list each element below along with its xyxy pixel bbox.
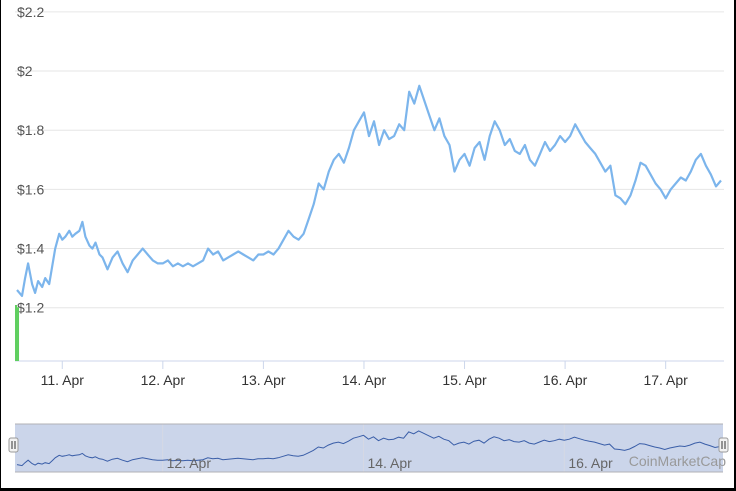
volume-bar <box>17 307 20 361</box>
x-tick-label: 13. Apr <box>241 372 286 388</box>
y-tick-label: $1.2 <box>17 300 44 316</box>
y-tick-label: $1.8 <box>17 122 44 138</box>
x-tick-label: 11. Apr <box>41 372 85 388</box>
navigator[interactable]: 12. Apr 14. Apr 16. Apr <box>8 423 729 473</box>
x-tick-label: 12. Apr <box>141 372 186 388</box>
x-tick-label: 16. Apr <box>543 372 588 388</box>
navigator-series-line <box>16 430 721 467</box>
navigator-tick-label: 12. Apr <box>167 455 212 471</box>
y-tick-label: $1.4 <box>17 241 44 257</box>
y-gridlines <box>15 11 724 309</box>
price-series-line <box>16 84 722 297</box>
y-tick-label: $1.6 <box>17 181 44 197</box>
navigator-gridlines <box>162 424 565 472</box>
navigator-selection-mask[interactable] <box>15 424 723 472</box>
x-tick-label: 17. Apr <box>643 372 688 388</box>
watermark: CoinMarketCap <box>629 453 726 469</box>
navigator-tick-label: 14. Apr <box>367 455 412 471</box>
x-tick-label: 15. Apr <box>442 372 487 388</box>
volume-bar <box>15 305 18 361</box>
x-axis-ticks: 11. Apr 12. Apr 13. Apr 14. Apr 15. Apr 16. A… <box>41 361 688 388</box>
x-tick-label: 14. Apr <box>342 372 387 388</box>
y-axis-ticks: $2.2 $2 $1.8 $1.6 $1.4 $1.2 <box>17 4 44 316</box>
navigator-right-handle[interactable] <box>718 437 729 453</box>
navigator-x-ticks: 12. Apr 14. Apr 16. Apr <box>167 455 613 471</box>
navigator-background <box>15 424 723 472</box>
navigator-left-handle[interactable] <box>8 437 19 453</box>
volume-bars <box>15 305 20 361</box>
navigator-tick-label: 16. Apr <box>568 455 613 471</box>
y-tick-label: $2 <box>17 63 33 79</box>
y-tick-label: $2.2 <box>17 4 44 20</box>
